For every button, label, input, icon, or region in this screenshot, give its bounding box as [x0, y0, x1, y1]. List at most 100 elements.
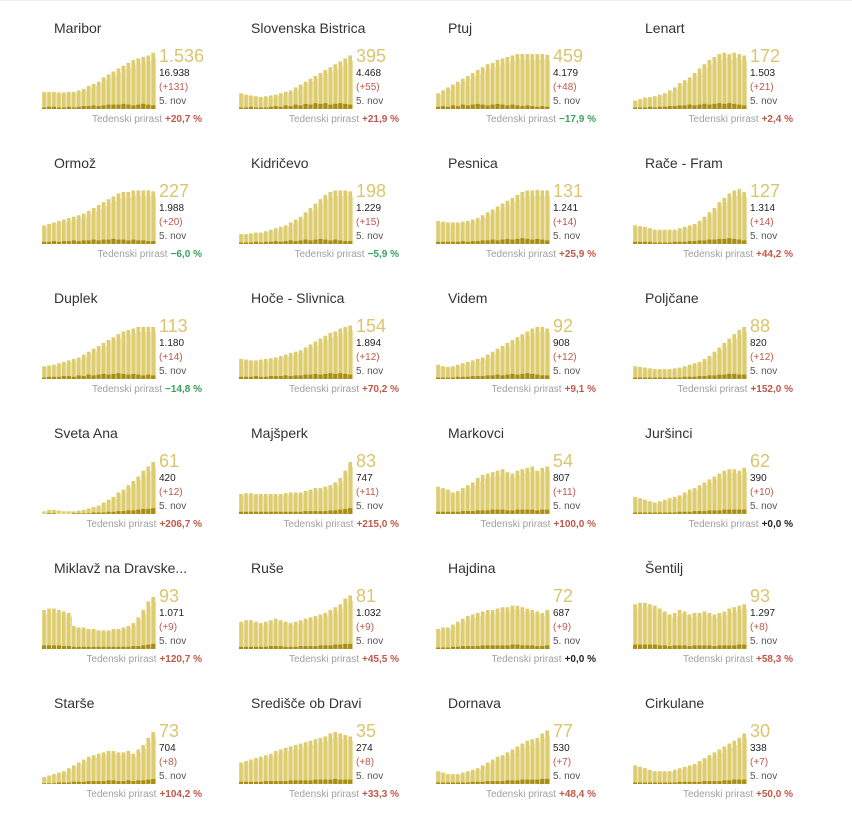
active-cases-bar — [667, 770, 673, 785]
active-cases-bar — [293, 351, 298, 380]
active-cases-bar — [278, 355, 284, 380]
total-cases-value: 747 — [356, 473, 373, 484]
weekly-growth: Tedenski prirast −5,9 % — [295, 248, 399, 262]
new-cases-bar — [510, 373, 515, 379]
new-cases-bar — [42, 783, 47, 784]
active-cases-bar — [529, 609, 535, 650]
municipality-card: Videm 92 908 (+12) 5. nov Tedenski prirast +9,… — [435, 270, 606, 395]
date-label: 5. nov — [356, 771, 384, 782]
weekly-growth-label: Tedenski prirast — [485, 789, 557, 800]
total-cases-value: 687 — [553, 608, 570, 619]
active-cases-bar — [682, 611, 687, 650]
weekly-growth-label: Tedenski prirast — [491, 654, 562, 665]
active-cases-bar — [243, 760, 249, 785]
new-cases-bar — [652, 782, 657, 784]
active-cases-bar — [313, 615, 318, 650]
new-cases-bar — [692, 511, 697, 514]
active-cases-bar — [662, 770, 668, 785]
active-cases-bar — [243, 619, 249, 650]
active-cases-bar — [741, 326, 747, 380]
new-cases-bar — [283, 105, 288, 109]
new-cases-bar — [86, 646, 91, 649]
active-cases-bar — [652, 605, 658, 650]
active-cases-bar — [150, 190, 156, 245]
active-cases-bar — [293, 87, 298, 110]
new-cases-bar — [101, 781, 106, 784]
new-cases-bar — [672, 645, 677, 649]
active-cases-bar — [140, 56, 146, 110]
municipality-card: Lenart 172 1.503 (+21) 5. nov Tedenski priras… — [632, 0, 803, 125]
active-cases-value: 88 — [750, 316, 771, 336]
active-cases-bar — [440, 221, 446, 245]
weekly-growth-value: +104,2 % — [159, 789, 202, 800]
new-cases-bar — [146, 508, 151, 514]
municipality-name: Hajdina — [448, 560, 496, 576]
new-cases-bar — [677, 377, 682, 379]
new-cases-bar — [450, 646, 455, 649]
active-cases-bar — [121, 751, 126, 785]
new-cases-bar — [455, 106, 460, 109]
active-cases-bar — [278, 92, 284, 110]
active-cases-bar — [672, 769, 678, 785]
new-cases-bar — [732, 509, 737, 514]
active-cases-value: 198 — [356, 181, 387, 201]
municipality-name: Duplek — [54, 290, 98, 306]
active-cases-bar — [490, 209, 495, 245]
date-label: 5. nov — [356, 366, 384, 377]
weekly-growth: Tedenski prirast −14,8 % — [92, 383, 202, 397]
active-cases-bar — [51, 608, 57, 650]
active-cases-value: 154 — [356, 316, 387, 336]
new-cases-bar — [672, 106, 677, 109]
municipality-card: Duplek 113 1.180 (+14) 5. nov Tedenski priras… — [41, 270, 212, 395]
weekly-growth-label: Tedenski prirast — [682, 789, 754, 800]
new-cases-bar — [263, 107, 268, 109]
active-cases-bar — [150, 731, 156, 785]
new-cases-bar — [692, 241, 697, 244]
new-cases-bar — [436, 106, 441, 109]
active-cases-bar — [51, 222, 57, 245]
active-cases-bar — [91, 754, 96, 785]
active-cases-bar — [342, 470, 348, 515]
active-cases-bar — [347, 461, 353, 515]
municipality-name: Ormož — [54, 155, 96, 171]
active-cases-bar — [731, 606, 737, 650]
active-cases-bar — [455, 621, 461, 650]
new-cases-bar — [308, 374, 313, 379]
active-cases-bar — [126, 62, 131, 110]
new-cases-bar — [500, 509, 505, 514]
weekly-growth-value: +20,7 % — [165, 114, 202, 125]
new-cases-bar — [712, 375, 717, 379]
active-cases-value: 35 — [356, 721, 377, 741]
new-cases-bar — [56, 782, 61, 784]
active-cases-bar — [717, 612, 722, 650]
new-cases-bar — [450, 782, 455, 784]
new-cases-bar — [121, 373, 126, 379]
new-cases-bar — [702, 645, 707, 649]
new-cases-bar — [116, 511, 121, 514]
active-cases-value: 77 — [553, 721, 574, 741]
sparkline-chart — [41, 326, 157, 380]
active-cases-bar — [736, 470, 742, 515]
new-cases-bar — [441, 782, 446, 784]
active-cases-value: 81 — [356, 586, 377, 606]
new-cases-bar — [525, 373, 530, 379]
active-cases-bar — [717, 346, 722, 380]
weekly-growth-label: Tedenski prirast — [288, 654, 360, 665]
active-cases-bar — [81, 354, 87, 380]
active-cases-bar — [278, 749, 284, 785]
active-cases-bar — [450, 624, 456, 650]
new-cases-bar — [687, 646, 692, 649]
new-cases-bar — [545, 509, 550, 514]
active-cases-bar — [455, 773, 461, 785]
new-cases-bar — [239, 242, 244, 244]
active-cases-bar — [440, 365, 446, 380]
new-cases-bar — [308, 511, 313, 514]
new-cases-bar — [248, 781, 253, 784]
active-cases-bar — [445, 489, 451, 515]
new-cases-bar — [732, 645, 737, 649]
sparkline-chart — [435, 605, 551, 650]
active-cases-bar — [465, 75, 471, 110]
weekly-growth-value: +100,0 % — [553, 519, 596, 530]
active-cases-bar — [505, 606, 510, 650]
weekly-growth-value: +50,0 % — [756, 789, 793, 800]
